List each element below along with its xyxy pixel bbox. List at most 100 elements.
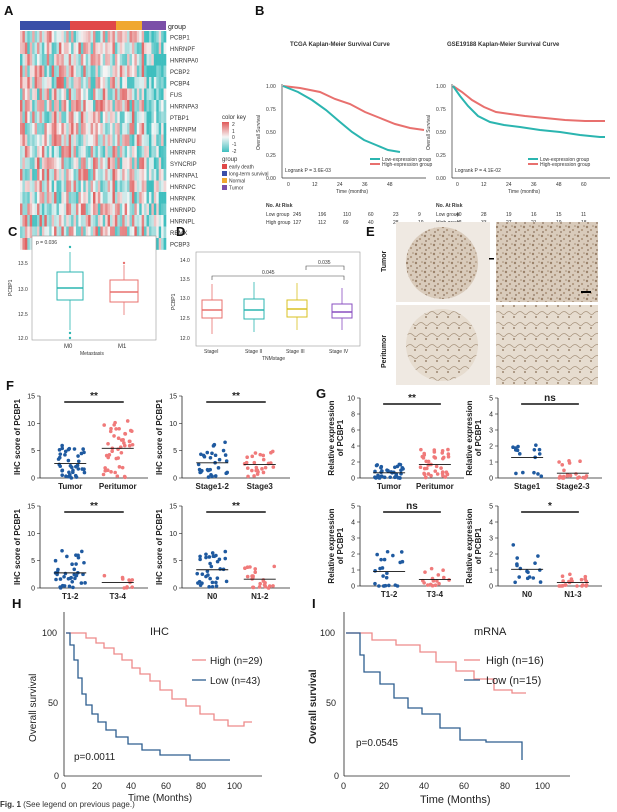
heatmap-cell (127, 88, 130, 101)
heatmap-cell (24, 42, 28, 55)
heatmap-cell (122, 192, 125, 204)
heatmap-cell (144, 42, 147, 55)
data-point (214, 580, 218, 585)
y-tick: 5 (173, 448, 177, 455)
data-point (399, 550, 404, 554)
heatmap-cell (124, 226, 128, 239)
heatmap-cell (119, 100, 123, 112)
heatmap-cell (127, 134, 130, 147)
data-point (198, 583, 203, 588)
heatmap-cell (63, 65, 67, 78)
heatmap-cell (73, 123, 77, 135)
heatmap-cell (95, 215, 99, 227)
heatmap-cell (151, 192, 155, 204)
y-tick: 0.50 (266, 130, 276, 136)
heatmap-cell (117, 157, 121, 170)
data-point (568, 572, 572, 577)
heatmap-cell (97, 77, 101, 89)
heatmap-cell (127, 203, 130, 216)
heatmap-cell (29, 123, 33, 135)
data-point (536, 554, 540, 558)
data-point (216, 466, 221, 470)
data-point (112, 434, 116, 438)
heatmap-cell (24, 54, 28, 66)
heatmap-cell (141, 31, 145, 43)
data-point (106, 441, 110, 446)
risk-value: 112 (318, 220, 326, 226)
heatmap-cell (73, 54, 77, 66)
heatmap-cell (110, 134, 113, 147)
heatmap-cell (24, 77, 28, 89)
heatmap-cell (141, 123, 145, 135)
heatmap-cell (100, 157, 104, 170)
heatmap-cell (107, 123, 111, 135)
heatmap-cell (144, 65, 147, 78)
heatmap-cell (49, 180, 52, 193)
y-tick: 1.00 (266, 84, 276, 90)
heatmap-cell (136, 134, 140, 147)
heatmap-cell (75, 88, 79, 101)
heatmap-cell (90, 215, 94, 227)
heatmap-cell (131, 100, 135, 112)
data-point (429, 566, 434, 571)
heatmap-cell (141, 65, 145, 78)
heatmap-cell (83, 88, 86, 101)
heatmap-cell (129, 100, 133, 112)
data-point (207, 555, 212, 559)
heatmap-cell (41, 77, 45, 89)
heatmap-cell (34, 100, 38, 112)
data-point (74, 553, 78, 557)
heatmap-cell (63, 123, 67, 135)
data-point (261, 470, 266, 475)
heatmap-cell (68, 192, 72, 204)
heatmap-cell (144, 169, 147, 181)
heatmap-cell (153, 169, 157, 181)
y-tick: 0 (31, 586, 35, 593)
legend-low: Low (n=43) (210, 676, 260, 687)
heatmap-cell (141, 146, 145, 158)
heatmap-cell (102, 169, 106, 181)
heatmap-cell (56, 42, 60, 55)
heatmap-cell (41, 146, 45, 158)
data-point (66, 458, 71, 463)
heatmap-cell (41, 88, 45, 101)
heatmap-cell (68, 88, 72, 101)
heatmap-cell (124, 215, 128, 227)
heatmap-cell (73, 111, 77, 124)
heatmap-cell (124, 134, 128, 147)
data-point (578, 459, 582, 464)
x-axis-label: Metastasis (80, 351, 104, 357)
heatmap-cell (95, 77, 99, 89)
heatmap-cell (148, 169, 152, 181)
heatmap-cell (144, 123, 147, 135)
heatmap-cell (51, 203, 55, 216)
heatmap-cell (49, 77, 52, 89)
heatmap-cell (146, 215, 150, 227)
heatmap-cell (97, 146, 101, 158)
heatmap-cell (61, 226, 65, 239)
data-point (383, 583, 388, 588)
heatmap-cell (54, 123, 57, 135)
heatmap-cell (88, 54, 91, 66)
heatmap-cell (24, 215, 28, 227)
heatmap-cell (56, 134, 60, 147)
heatmap-cell (51, 192, 55, 204)
heatmap-cell (78, 123, 82, 135)
heatmap-cell (80, 169, 84, 181)
heatmap-cell (49, 123, 52, 135)
heatmap-cell (39, 31, 43, 43)
heatmap-cell (44, 180, 48, 193)
data-point (225, 470, 229, 475)
heatmap-cell (44, 31, 48, 43)
heatmap-cell (29, 42, 33, 55)
heatmap-cell (58, 100, 62, 112)
heatmap-cell (134, 31, 138, 43)
heatmap-cell (148, 111, 152, 124)
heatmap-cell (151, 203, 155, 216)
heatmap-cell (161, 226, 164, 239)
data-point (208, 455, 213, 460)
heatmap-cell (112, 42, 116, 55)
heatmap-cell (139, 180, 142, 193)
heatmap-cell (88, 77, 91, 89)
heatmap-cell (161, 65, 164, 78)
